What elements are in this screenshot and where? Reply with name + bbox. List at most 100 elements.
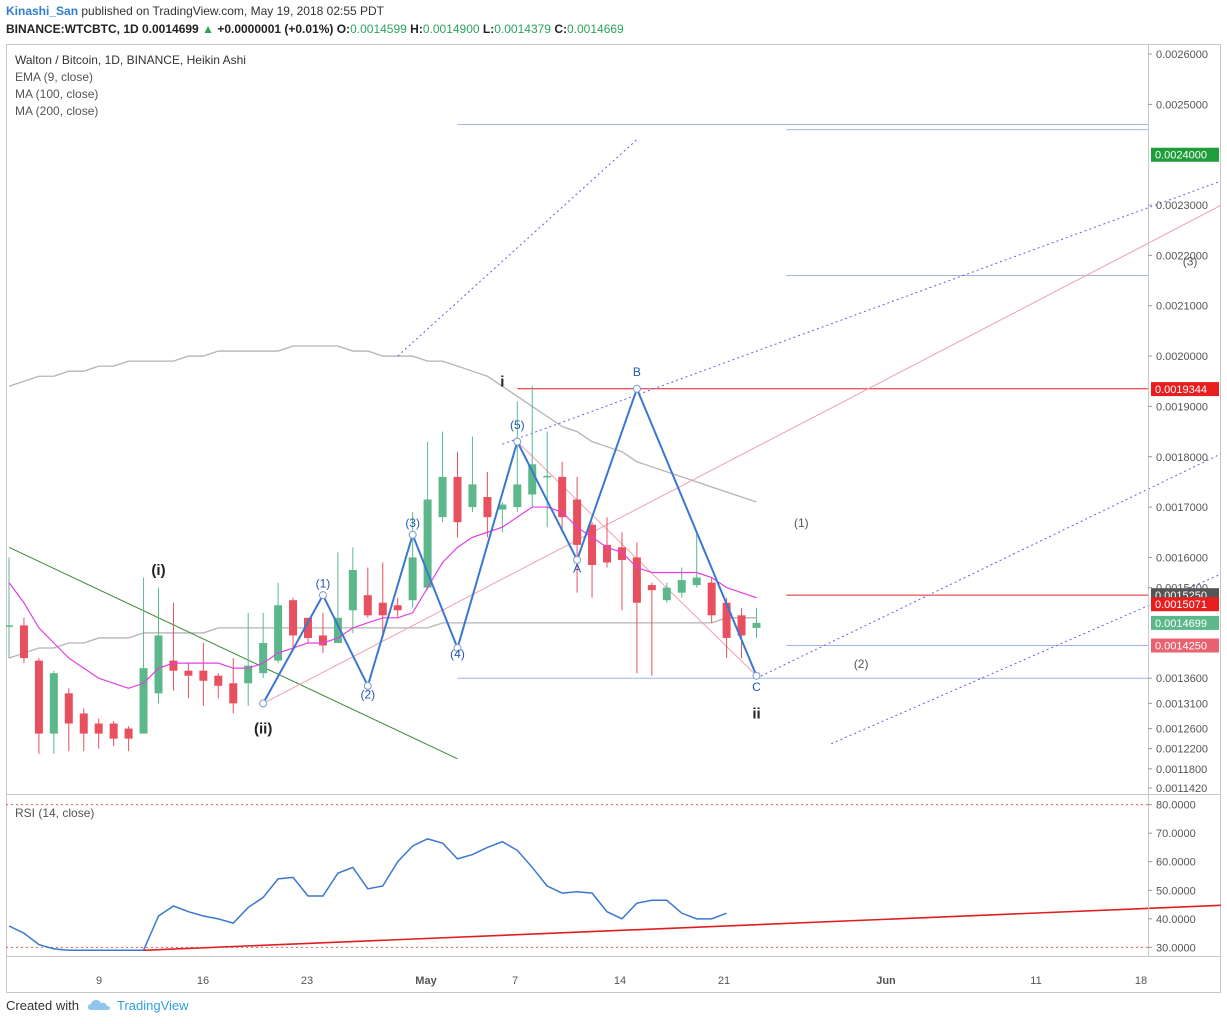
price-tick-label: 0.0018000 bbox=[1156, 452, 1208, 464]
candle-body bbox=[438, 476, 447, 518]
candle-body bbox=[259, 642, 268, 674]
downtrend-line bbox=[8, 546, 458, 760]
time-tick-label: 16 bbox=[197, 975, 209, 987]
chart-canvas[interactable]: (i)(ii)(1)(2)(3)(4)(5)iABCii(1)(2)(3)(4)… bbox=[6, 44, 1221, 994]
candle-body bbox=[154, 635, 163, 694]
candle-body bbox=[468, 484, 477, 508]
price-tick-label: 0.0022000 bbox=[1156, 250, 1208, 262]
rsi-tick-label: 80.0000 bbox=[1156, 800, 1196, 812]
footer: Created with TradingView bbox=[6, 998, 189, 1015]
time-tick-label: 18 bbox=[1135, 975, 1147, 987]
price-badge-label: 0.0024000 bbox=[1155, 150, 1207, 162]
price-tick-label: 0.0019000 bbox=[1156, 401, 1208, 413]
price-tick-label: 0.0013100 bbox=[1156, 698, 1208, 710]
wave-label: (i) bbox=[151, 562, 165, 579]
candle-body bbox=[6, 625, 13, 627]
candle-body bbox=[49, 673, 58, 734]
candle-body bbox=[94, 723, 103, 734]
chart-frame bbox=[6, 44, 1221, 993]
wave-label: (2) bbox=[854, 657, 869, 671]
rsi-tick-label: 60.0000 bbox=[1156, 857, 1196, 869]
wave-label: (5) bbox=[510, 418, 525, 432]
candle-body bbox=[348, 570, 357, 611]
rsi-pane[interactable] bbox=[6, 804, 1221, 952]
candle-body bbox=[692, 577, 701, 586]
legend-ma200[interactable]: MA (200, close) bbox=[15, 104, 99, 118]
candle-body bbox=[483, 497, 492, 518]
candle-body bbox=[333, 617, 342, 643]
price-tick-label: 0.0011420 bbox=[1156, 783, 1207, 795]
candle-body bbox=[19, 625, 28, 659]
wave-label: (1) bbox=[794, 516, 809, 530]
chart-title: Walton / Bitcoin, 1D, BINANCE, Heikin As… bbox=[15, 53, 246, 67]
legend-ma100[interactable]: MA (100, close) bbox=[15, 87, 99, 101]
price-tick-label: 0.0012600 bbox=[1156, 724, 1208, 736]
rsi-tick-label: 70.0000 bbox=[1156, 828, 1196, 840]
time-tick-label: 9 bbox=[96, 975, 102, 987]
candle-body bbox=[199, 670, 208, 681]
wave-label: (4) bbox=[450, 647, 465, 661]
tradingview-logo-icon[interactable] bbox=[87, 998, 111, 1015]
wave-label: ii bbox=[752, 705, 760, 722]
wave-pivot-point bbox=[363, 681, 372, 690]
channel-line bbox=[831, 573, 1221, 745]
candle-body bbox=[378, 602, 387, 616]
candle-body bbox=[632, 557, 641, 603]
price-badge bbox=[1151, 638, 1219, 653]
ema9-line bbox=[8, 506, 757, 689]
created-with-label: Created with bbox=[6, 998, 79, 1013]
candle-body bbox=[662, 587, 671, 601]
high-value: 0.0014900 bbox=[422, 22, 480, 36]
rsi-tick-label: 50.0000 bbox=[1156, 885, 1196, 897]
time-tick-label: 7 bbox=[512, 975, 518, 987]
author-link[interactable]: Kinashi_San bbox=[6, 4, 79, 18]
candle-body bbox=[109, 723, 118, 739]
ma100-line bbox=[8, 345, 757, 503]
axes: 0.0026000 0.0025000 0.0023000 0.0022000 0.00… bbox=[6, 44, 1221, 987]
wave-pivot-point bbox=[752, 671, 761, 680]
candle-body bbox=[64, 693, 73, 724]
candle-body bbox=[722, 602, 731, 638]
wave-label: (3) bbox=[405, 516, 420, 530]
open-label: O: bbox=[336, 22, 351, 36]
quote-line: BINANCE:WTCBTC, 1D 0.0014699 ▲ +0.000000… bbox=[6, 22, 624, 36]
candle-body bbox=[139, 668, 148, 734]
rsi-line bbox=[8, 838, 727, 952]
price-tick-label: 0.0012200 bbox=[1156, 744, 1208, 756]
last-price: 0.0014699 bbox=[142, 22, 199, 36]
candle-body bbox=[34, 660, 43, 734]
candle-body bbox=[393, 605, 402, 611]
wave-pivot-point bbox=[573, 555, 582, 564]
time-tick-label: May bbox=[415, 975, 437, 987]
candle-body bbox=[513, 484, 522, 508]
wave-pivot-point bbox=[632, 384, 641, 393]
candle-body bbox=[498, 504, 507, 510]
candle-body bbox=[603, 544, 611, 563]
price-badge bbox=[1151, 382, 1219, 397]
elliott-wave-path bbox=[262, 386, 758, 704]
price-tick-label: 0.0020000 bbox=[1156, 351, 1208, 363]
wave-pivot-point bbox=[259, 699, 268, 708]
candle-body bbox=[274, 605, 283, 661]
candle-body bbox=[423, 499, 432, 588]
price-badge bbox=[1151, 147, 1219, 162]
open-value: 0.0014599 bbox=[350, 22, 407, 36]
legend-rsi[interactable]: RSI (14, close) bbox=[15, 806, 95, 820]
price-badge-label: 0.0014699 bbox=[1155, 618, 1207, 630]
tradingview-link[interactable]: TradingView bbox=[116, 998, 189, 1013]
candle-body bbox=[304, 617, 312, 638]
high-label: H: bbox=[410, 22, 423, 36]
candle-body bbox=[588, 524, 597, 565]
candle-body bbox=[318, 635, 327, 646]
candle-body bbox=[184, 670, 193, 676]
symbol-label: BINANCE:WTCBTC, 1D bbox=[6, 22, 139, 36]
channel-line bbox=[397, 139, 638, 357]
candle-body bbox=[289, 600, 298, 636]
legend-ema[interactable]: EMA (9, close) bbox=[15, 70, 94, 84]
time-tick-label: Jun bbox=[876, 975, 896, 987]
price-tick-label: 0.0013600 bbox=[1156, 673, 1208, 685]
price-badge-label: 0.0015071 bbox=[1155, 599, 1207, 611]
wave-label: A bbox=[573, 562, 581, 576]
price-pane[interactable]: (i)(ii)(1)(2)(3)(4)(5)iABCii(1)(2)(3)(4)… bbox=[6, 66, 1221, 760]
candle-body bbox=[408, 557, 417, 601]
